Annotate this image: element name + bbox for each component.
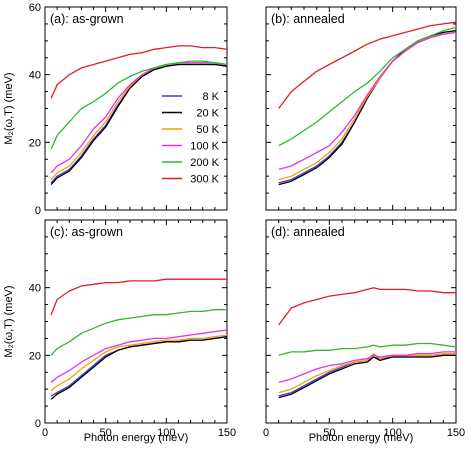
x-tick-label: 0	[263, 427, 269, 439]
x-tick-label: 150	[447, 427, 465, 439]
series-line-200k	[278, 342, 457, 356]
x-tick-label: 100	[383, 427, 401, 439]
chart-panel-2: (b): annealed	[265, 6, 457, 211]
chart-panel-4: 0 50 100 150 (d): annealed Photon energy (meV…	[263, 219, 465, 444]
legend-label: 200 K	[190, 157, 219, 169]
x-tick-label: 150	[218, 427, 236, 439]
series-line-20k	[278, 30, 457, 186]
legend-label: 100 K	[190, 141, 219, 153]
series-line-200k	[278, 26, 457, 147]
y-tick-label: 0	[35, 418, 41, 430]
chart-panel-3: 0 20 40 0 50 100 150 (c): as-grown M₂(ω,T) (meV)…	[3, 219, 236, 444]
x-axis-title: Photon energy (meV)	[84, 432, 189, 444]
series-line-50k	[278, 31, 457, 181]
x-axis-title: Photon energy (meV)	[309, 432, 414, 444]
legend-label: 8 K	[202, 91, 219, 103]
series-line-300k	[50, 278, 227, 315]
legend-label: 50 K	[196, 124, 219, 136]
series-line-20k	[278, 354, 456, 399]
series-line-300k	[278, 287, 456, 326]
series-line-100k	[278, 351, 456, 384]
legend-label: 20 K	[196, 108, 219, 120]
y-axis-title: M₂(ω,T) (meV)	[3, 72, 15, 144]
x-tick-label: 100	[157, 427, 175, 439]
panel-label: (c): as-grown	[50, 225, 123, 239]
legend: 8 K 20 K 50 K 100 K 200 K 300 K	[162, 91, 220, 186]
y-tick-label: 60	[29, 2, 41, 14]
panel-label: (b): annealed	[271, 12, 345, 26]
x-tick-label: 50	[100, 427, 112, 439]
series-line-8k	[278, 31, 457, 184]
panel-label: (a): as-grown	[50, 12, 124, 26]
y-axis-title: M₂(ω,T) (meV)	[3, 285, 15, 357]
series-line-200k	[50, 309, 227, 356]
y-tick-label: 0	[35, 205, 41, 217]
y-tick-label: 40	[29, 70, 41, 82]
series-line-50k	[50, 334, 228, 392]
x-tick-label: 50	[323, 427, 335, 439]
panel-label: (d): annealed	[271, 225, 345, 239]
series-line-200k	[50, 60, 228, 150]
series-line-100k	[50, 329, 228, 383]
y-tick-label: 20	[29, 137, 41, 149]
y-tick-label: 40	[29, 283, 41, 295]
series-line-100k	[278, 31, 457, 171]
series-line-20k	[50, 336, 228, 400]
y-tick-label: 20	[29, 350, 41, 362]
series-line-300k	[278, 21, 457, 109]
plot-frame	[44, 219, 228, 424]
x-tick-label: 0	[42, 427, 48, 439]
chart-panel-1: 0 20 40 60 (a): as-grown M₂(ω,T) (meV) 8 K 20 K…	[3, 2, 228, 217]
legend-label: 300 K	[190, 174, 219, 186]
series-line-300k	[50, 45, 228, 99]
series-line-20k	[50, 63, 228, 186]
series-line-100k	[50, 62, 228, 174]
